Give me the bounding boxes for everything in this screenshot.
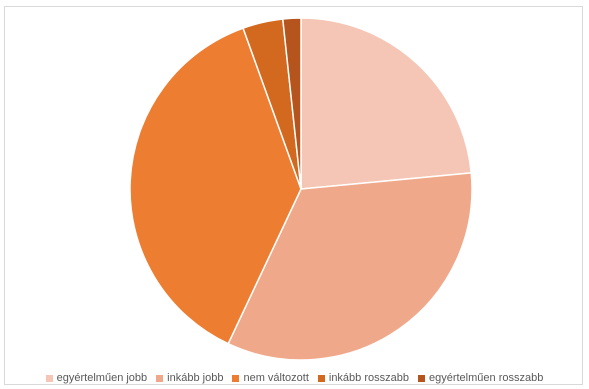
legend-swatch xyxy=(45,374,53,382)
legend-item-inkabb-rosszabb: inkább rosszabb xyxy=(317,372,409,384)
legend-item-egyertelmuen-rosszabb: egyértelműen rosszabb xyxy=(417,372,544,384)
legend-swatch xyxy=(417,374,425,382)
legend-swatch xyxy=(232,374,240,382)
legend-item-nem-valtozott: nem változott xyxy=(232,372,309,384)
legend-label: nem változott xyxy=(243,372,309,384)
legend-label: egyértelműen jobb xyxy=(56,372,148,384)
pie-chart xyxy=(129,17,473,361)
legend-item-egyertelmuen-jobb: egyértelműen jobb xyxy=(45,372,148,384)
pie-slice-egyertelmuen-jobb xyxy=(300,17,473,190)
legend-swatch xyxy=(156,374,164,382)
legend-item-inkabb-jobb: inkább jobb xyxy=(156,372,223,384)
legend-label: egyértelműen rosszabb xyxy=(428,372,544,384)
pie-slice-inkabb-jobb xyxy=(227,172,473,361)
legend-swatch xyxy=(317,374,325,382)
pie-slice-nem-valtozott xyxy=(129,27,302,345)
pie-slice-egyertelmuen-rosszabb xyxy=(281,17,302,190)
chart-legend: egyértelműen jobb inkább jobb nem változ… xyxy=(0,369,589,387)
legend-label: inkább rosszabb xyxy=(328,372,409,384)
legend-label: inkább jobb xyxy=(167,372,224,384)
